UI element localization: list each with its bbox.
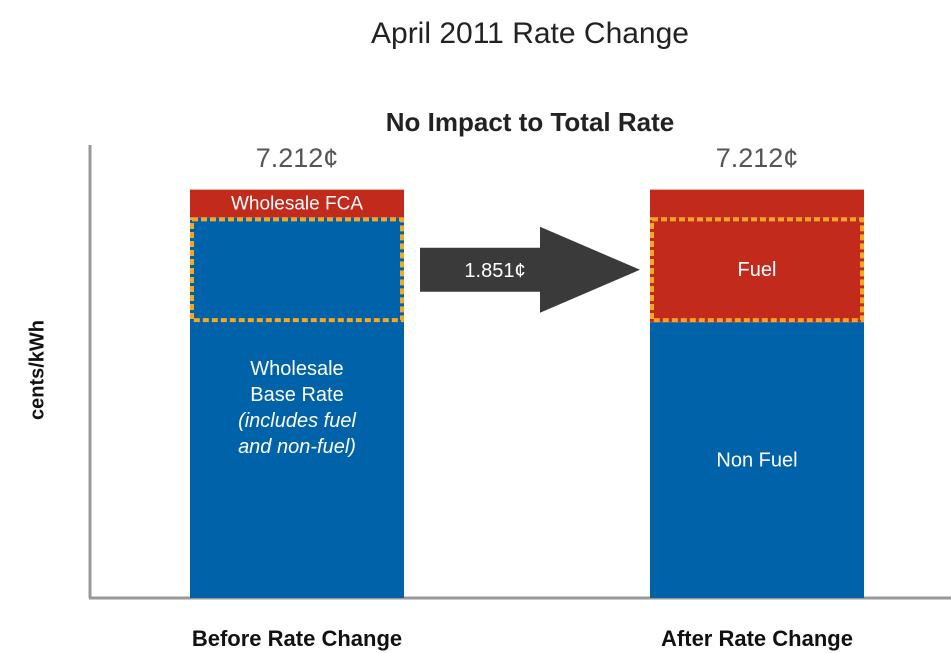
shift-box: [190, 217, 404, 323]
bar-segment: [650, 322, 864, 598]
category-label: Before Rate Change: [192, 626, 402, 651]
shift-arrow: [420, 226, 640, 313]
shift-box: [650, 217, 864, 323]
bar-segment: [650, 217, 864, 323]
shift-label: 1.851¢: [464, 260, 525, 282]
bar-segment: [650, 189, 864, 218]
total-label: 7.212¢: [256, 143, 339, 173]
chart-subtitle: No Impact to Total Rate: [386, 107, 674, 137]
segment-label: and non-fuel): [238, 436, 356, 458]
bar-segment: [190, 217, 404, 598]
segment-label: (includes fuel: [238, 410, 356, 432]
segment-label: Wholesale FCA: [231, 194, 363, 215]
segment-label: Non Fuel: [716, 449, 797, 471]
category-label: After Rate Change: [661, 626, 853, 651]
chart-title: April 2011 Rate Change: [371, 17, 689, 50]
segment-label: Base Rate: [250, 384, 343, 406]
total-label: 7.212¢: [716, 143, 799, 173]
y-axis-label: cents/kWh: [26, 320, 48, 420]
bar-segment: [190, 189, 404, 218]
segment-label: Fuel: [738, 259, 777, 281]
segment-label: Wholesale: [250, 358, 343, 380]
